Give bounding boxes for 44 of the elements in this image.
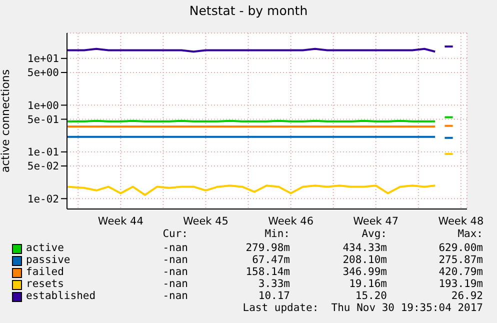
text: 26.92 (451, 290, 483, 302)
text: Cur: (162, 228, 188, 240)
text: -nan (162, 254, 188, 266)
text: Max: (458, 228, 483, 240)
y-tick-label: 5e+00 (27, 67, 59, 80)
text: 158.14m (246, 266, 290, 278)
text: 19.16m (349, 278, 387, 290)
y-tick-label: 1e+01 (27, 53, 59, 66)
y-tick-label: 1e-01 (27, 146, 59, 159)
text: -nan (162, 278, 188, 290)
x-tick-label: Week 45 (183, 215, 228, 228)
legend-label: active (26, 242, 64, 254)
x-tick-label: Week 46 (268, 215, 314, 228)
text: 3.33m (258, 278, 290, 290)
y-tick-label: 1e+00 (27, 100, 59, 112)
y-tick-label: 5e-01 (27, 114, 59, 126)
x-tick-label: Week 44 (98, 215, 144, 228)
text: 434.33m (342, 242, 387, 254)
text: 10.17 (258, 290, 290, 302)
text: 279.98m (246, 242, 290, 254)
y-tick-label: 1e-02 (27, 193, 59, 206)
text: Avg: (362, 228, 387, 240)
x-tick-label: Week 48 (438, 215, 484, 228)
text: 67.47m (252, 254, 290, 266)
legend-label: resets (26, 278, 64, 290)
text: 208.10m (342, 254, 387, 266)
legend-label: established (26, 290, 96, 302)
x-tick-label: Week 47 (353, 215, 399, 228)
y-axis-title: active connections (0, 69, 12, 173)
text: Min: (264, 228, 290, 240)
legend-label: failed (26, 266, 64, 278)
text: Last update: Thu Nov 30 19:35:04 2017 (242, 302, 483, 314)
text: 193.19m (438, 278, 483, 290)
text: 15.20 (355, 290, 387, 302)
text: -nan (162, 242, 188, 254)
text: 629.00m (438, 242, 483, 254)
text: 346.99m (342, 266, 387, 278)
legend-label: passive (26, 254, 70, 266)
text: -nan (162, 290, 188, 302)
text: 275.87m (438, 254, 483, 266)
text: -nan (162, 266, 188, 278)
chart-title: Netstat - by month (188, 3, 309, 18)
text: 420.79m (438, 266, 483, 278)
y-tick-label: 5e-02 (27, 160, 59, 173)
